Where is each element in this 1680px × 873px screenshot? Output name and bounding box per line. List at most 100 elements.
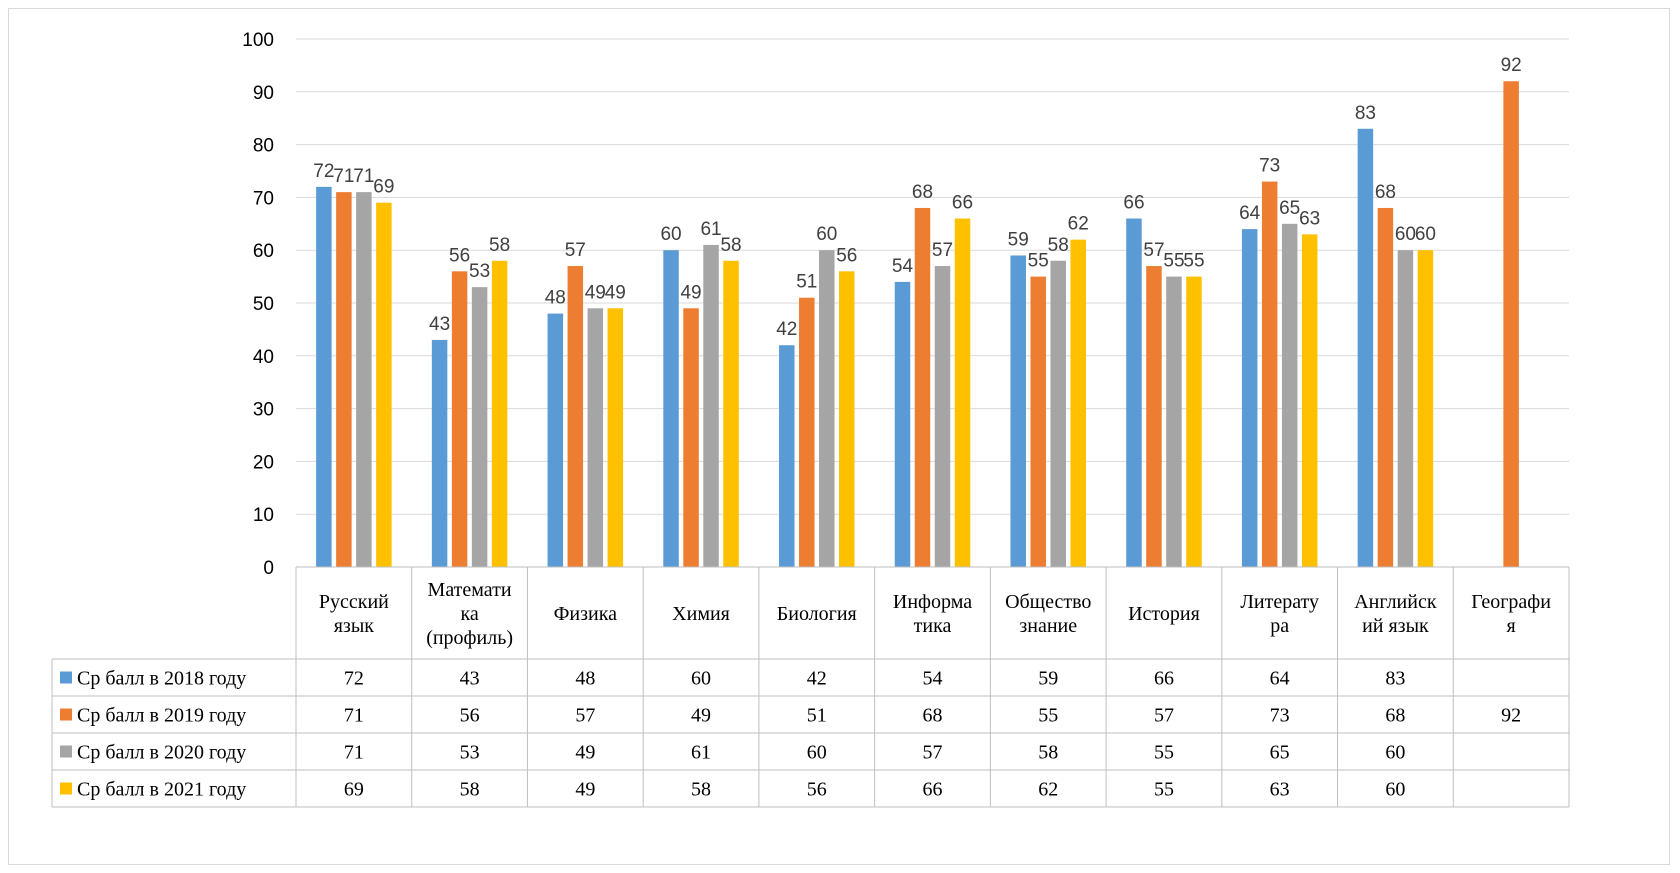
- table-cell: 60: [691, 668, 711, 690]
- data-label: 60: [816, 224, 837, 245]
- data-label: 49: [680, 282, 701, 303]
- table-cell: 71: [344, 705, 364, 727]
- series-name: Ср балл в 2021 году: [77, 779, 246, 801]
- bar: [1417, 250, 1434, 567]
- table-cell: 68: [1385, 705, 1405, 727]
- data-label: 55: [1028, 251, 1049, 272]
- table-cell: 43: [460, 668, 480, 690]
- data-label: 68: [912, 182, 933, 203]
- bar: [723, 260, 739, 567]
- table-cell: 49: [575, 779, 595, 801]
- bar: [431, 339, 448, 567]
- bar: [683, 308, 699, 567]
- data-label: 62: [1068, 214, 1089, 235]
- category-label: Общество: [1005, 591, 1091, 613]
- data-label: 73: [1259, 156, 1280, 177]
- table-cell: 59: [1038, 668, 1058, 690]
- table-cell: 42: [807, 668, 827, 690]
- data-label: 43: [429, 314, 450, 335]
- data-label: 60: [1395, 224, 1416, 245]
- table-cell: 55: [1154, 742, 1174, 764]
- y-tick-label: 10: [253, 505, 274, 526]
- table-cell: 71: [344, 742, 364, 764]
- y-tick-label: 30: [253, 400, 274, 421]
- data-label: 69: [373, 177, 394, 198]
- series-name: Ср балл в 2020 году: [77, 742, 246, 764]
- data-label: 59: [1008, 229, 1029, 250]
- table-cell: 56: [460, 705, 480, 727]
- data-label: 92: [1501, 55, 1522, 76]
- category-label: Информа: [893, 591, 972, 613]
- category-label: знание: [1019, 615, 1077, 637]
- data-label: 71: [353, 166, 374, 187]
- bar: [356, 192, 372, 567]
- bar: [376, 202, 392, 567]
- table-cell: 55: [1038, 705, 1058, 727]
- category-label: Русский: [319, 591, 389, 613]
- table-cell: 53: [460, 742, 480, 764]
- table-cell: 56: [807, 779, 827, 801]
- bar: [1357, 128, 1374, 567]
- category-label: Географи: [1471, 591, 1551, 613]
- table-cell: 72: [344, 668, 364, 690]
- bar: [819, 250, 835, 567]
- legend-key: [60, 782, 72, 795]
- bar: [934, 266, 951, 567]
- data-label: 72: [313, 161, 334, 182]
- y-tick-label: 70: [253, 188, 274, 209]
- y-axis-ticks: 0 10 20 30 40 50 60 70 80 90 100: [242, 30, 274, 579]
- data-label: 58: [720, 235, 741, 256]
- y-tick-label: 40: [253, 347, 274, 368]
- data-label: 58: [1048, 235, 1069, 256]
- y-tick-label: 60: [253, 241, 274, 262]
- legend-key: [60, 745, 72, 758]
- table-cell: 54: [923, 668, 943, 690]
- chart: 0 10 20 30 40 50 60 70 80 90 100 72 43 48 60 42 54 59 66 6…: [51, 30, 1570, 808]
- data-label: 66: [952, 193, 973, 214]
- data-label: 60: [660, 224, 681, 245]
- data-label: 64: [1239, 203, 1261, 224]
- y-tick-label: 80: [253, 136, 274, 157]
- data-label: 56: [836, 245, 857, 266]
- table-cell: 69: [344, 779, 364, 801]
- category-label: тика: [914, 615, 952, 637]
- category-label: Химия: [672, 603, 730, 625]
- table-cell: 51: [807, 705, 827, 727]
- data-label: 63: [1299, 208, 1320, 229]
- data-label: 49: [585, 282, 606, 303]
- bar: [1281, 223, 1298, 568]
- data-label: 65: [1279, 198, 1300, 219]
- bar: [607, 308, 624, 567]
- category-label: Физика: [554, 603, 618, 625]
- bars: [316, 81, 1519, 568]
- bar: [1050, 260, 1066, 567]
- table-cell: 66: [923, 779, 943, 801]
- table-cell: 49: [691, 705, 711, 727]
- bar: [471, 287, 488, 567]
- data-label: 55: [1183, 251, 1204, 272]
- table-cell: 73: [1270, 705, 1290, 727]
- bar: [316, 186, 332, 567]
- table-cell: 57: [923, 742, 943, 764]
- table-cell: 60: [1385, 742, 1405, 764]
- table-cell: 58: [1038, 742, 1058, 764]
- bar: [1397, 250, 1414, 567]
- category-label: ра: [1270, 615, 1289, 637]
- data-label: 54: [892, 256, 914, 277]
- table-cell: 49: [575, 742, 595, 764]
- bar: [1126, 218, 1142, 567]
- data-label: 53: [469, 261, 490, 282]
- gridlines: [296, 38, 1569, 515]
- table-cell: 58: [460, 779, 480, 801]
- data-label: 66: [1123, 193, 1144, 214]
- category-label: (профиль): [426, 627, 513, 649]
- data-label: 57: [1143, 240, 1164, 261]
- category-label: Биология: [777, 603, 857, 625]
- data-label: 83: [1355, 103, 1376, 124]
- y-tick-label: 20: [253, 452, 274, 473]
- table-cell: 55: [1154, 779, 1174, 801]
- category-label: я: [1507, 615, 1516, 637]
- bar: [1377, 207, 1394, 567]
- y-tick-label: 90: [253, 83, 274, 104]
